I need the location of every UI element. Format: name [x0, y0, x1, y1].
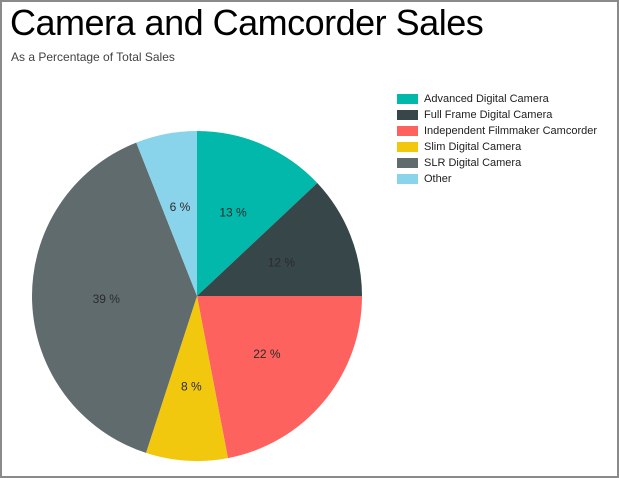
legend-label: Other	[424, 173, 452, 185]
pie-data-label: 8 %	[181, 380, 202, 394]
chart-subtitle: As a Percentage of Total Sales	[11, 50, 175, 64]
pie-slice-independent-filmmaker-camcorder[interactable]	[197, 296, 362, 459]
legend-swatch	[397, 158, 418, 168]
legend-item-full-frame-digital-camera[interactable]: Full Frame Digital Camera	[397, 107, 597, 123]
legend-item-slim-digital-camera[interactable]: Slim Digital Camera	[397, 139, 597, 155]
pie-data-label: 39 %	[93, 292, 121, 306]
legend-swatch	[397, 126, 418, 136]
legend-item-slr-digital-camera[interactable]: SLR Digital Camera	[397, 155, 597, 171]
legend-item-advanced-digital-camera[interactable]: Advanced Digital Camera	[397, 91, 597, 107]
chart-title: Camera and Camcorder Sales	[10, 2, 484, 43]
legend-swatch	[397, 174, 418, 184]
legend-label: Full Frame Digital Camera	[424, 109, 553, 121]
legend-label: Advanced Digital Camera	[424, 93, 549, 105]
pie-slice-slr-digital-camera[interactable]	[32, 142, 197, 453]
pie-data-label: 12 %	[268, 256, 296, 270]
legend-item-other[interactable]: Other	[397, 171, 597, 187]
legend-label: Slim Digital Camera	[424, 141, 522, 153]
pie-slice-advanced-digital-camera[interactable]	[197, 131, 318, 296]
pie-data-label: 22 %	[253, 347, 281, 361]
legend-swatch	[397, 142, 418, 152]
pie-slice-slim-digital-camera[interactable]	[146, 296, 228, 462]
pie-data-label: 13 %	[219, 206, 247, 220]
pie-slice-other[interactable]	[136, 131, 197, 296]
legend: Advanced Digital Camera Full Frame Digita…	[397, 91, 597, 187]
legend-swatch	[397, 94, 418, 104]
legend-label: SLR Digital Camera	[424, 157, 522, 169]
legend-swatch	[397, 110, 418, 120]
legend-item-independent-filmmaker-camcorder[interactable]: Independent Filmmaker Camcorder	[397, 123, 597, 139]
pie-slice-full-frame-digital-camera[interactable]	[197, 183, 362, 296]
pie-data-label: 6 %	[170, 200, 191, 214]
legend-label: Independent Filmmaker Camcorder	[424, 125, 598, 137]
